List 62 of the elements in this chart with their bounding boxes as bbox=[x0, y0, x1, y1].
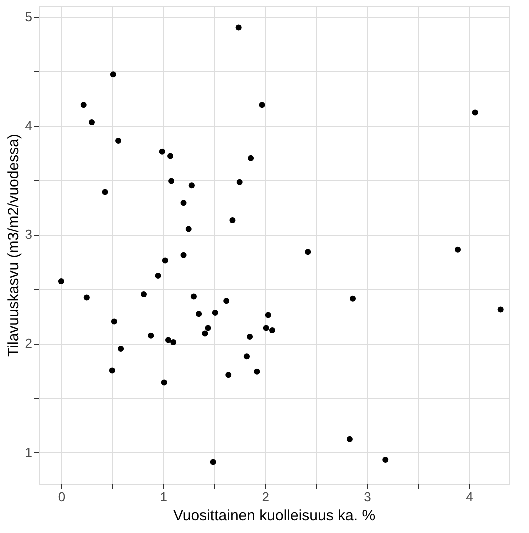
point bbox=[210, 459, 216, 466]
y-tick-label: 4 bbox=[25, 118, 32, 134]
x-tick-label: 0 bbox=[58, 490, 66, 504]
point bbox=[226, 372, 232, 378]
point bbox=[118, 346, 124, 352]
point bbox=[350, 296, 356, 302]
y-axis-title: Tilavuuskasvu (m3/m2/vuodessa) bbox=[5, 134, 22, 357]
point bbox=[269, 327, 276, 334]
point bbox=[165, 337, 172, 344]
point bbox=[162, 258, 168, 264]
point bbox=[188, 182, 195, 189]
point bbox=[111, 318, 118, 325]
point bbox=[148, 332, 154, 339]
x-tick-label: 3 bbox=[364, 490, 372, 504]
point bbox=[236, 179, 243, 186]
point bbox=[230, 218, 236, 224]
point bbox=[455, 246, 462, 253]
point bbox=[155, 273, 162, 280]
point bbox=[382, 457, 389, 464]
point bbox=[247, 334, 254, 340]
y-tick-label: 1 bbox=[25, 444, 32, 460]
point bbox=[236, 24, 242, 31]
point bbox=[196, 311, 202, 318]
point bbox=[141, 292, 148, 298]
x-tick-label: 2 bbox=[262, 490, 270, 504]
point bbox=[248, 155, 254, 162]
point bbox=[170, 339, 177, 346]
point bbox=[84, 294, 90, 301]
point bbox=[259, 102, 266, 108]
point bbox=[109, 368, 116, 374]
point bbox=[202, 330, 208, 337]
point bbox=[168, 153, 174, 160]
point bbox=[498, 306, 504, 313]
point bbox=[161, 380, 168, 386]
point bbox=[186, 226, 192, 232]
point bbox=[190, 294, 197, 300]
point bbox=[180, 200, 187, 206]
point bbox=[116, 138, 122, 144]
point bbox=[110, 72, 116, 78]
point bbox=[265, 312, 272, 318]
y-tick-label: 2 bbox=[25, 336, 32, 352]
point bbox=[205, 325, 212, 332]
point bbox=[159, 148, 166, 155]
point bbox=[472, 110, 478, 116]
x-tick-label: 4 bbox=[466, 490, 474, 504]
point bbox=[254, 368, 260, 375]
point bbox=[224, 298, 230, 304]
point bbox=[346, 436, 353, 442]
point bbox=[180, 252, 187, 258]
point bbox=[168, 178, 175, 184]
y-tick-label: 5 bbox=[25, 9, 32, 24]
point bbox=[305, 249, 312, 256]
point bbox=[89, 120, 96, 126]
point bbox=[263, 325, 270, 332]
point bbox=[212, 310, 218, 316]
x-tick-label: 1 bbox=[160, 490, 168, 504]
point bbox=[80, 102, 87, 108]
point bbox=[102, 189, 108, 196]
x-axis-title: Vuosittainen kuolleisuus ka. % bbox=[173, 508, 376, 524]
point bbox=[244, 354, 250, 360]
y-tick-label: 3 bbox=[25, 227, 32, 242]
point bbox=[58, 278, 64, 284]
